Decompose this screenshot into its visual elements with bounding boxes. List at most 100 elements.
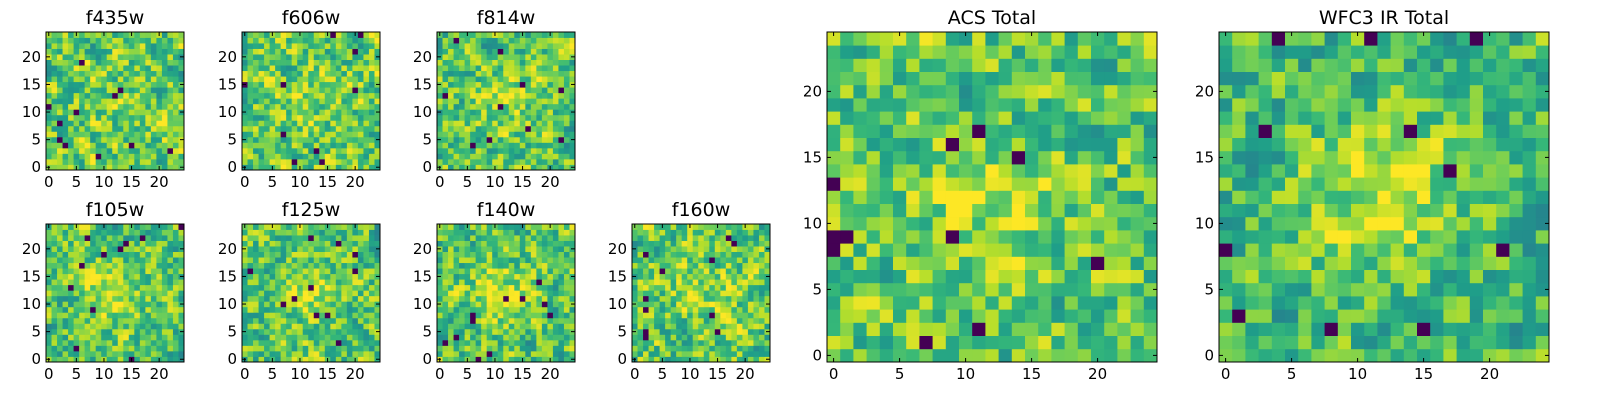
heatmap-cell: [448, 328, 454, 335]
heatmap-cell: [302, 306, 309, 313]
heatmap-cell: [352, 70, 359, 77]
heatmap-cell: [714, 317, 721, 324]
heatmap-cell: [632, 323, 638, 330]
heatmap-cell: [453, 147, 460, 154]
heatmap-cell: [172, 125, 179, 132]
heatmap-cell: [134, 339, 141, 346]
heatmap-cell: [654, 339, 660, 346]
heatmap-cell: [57, 224, 63, 230]
heatmap-cell: [357, 334, 364, 341]
heatmap-cell: [128, 235, 135, 241]
heatmap-cell: [139, 109, 146, 116]
heatmap-cell: [258, 125, 265, 132]
heatmap-cell: [368, 356, 375, 363]
heatmap-cell: [552, 257, 559, 264]
heatmap-cell: [286, 109, 293, 116]
heatmap-cell: [736, 350, 743, 357]
heatmap-cell: [161, 345, 168, 352]
heatmap-cell: [128, 229, 135, 236]
heatmap-cell: [302, 32, 309, 38]
heatmap-cell: [1130, 164, 1145, 178]
heatmap-cell: [569, 59, 576, 66]
heatmap-cell: [437, 76, 443, 83]
heatmap-cell: [508, 224, 515, 230]
heatmap-cell: [123, 147, 130, 154]
heatmap-cell: [161, 262, 168, 269]
heatmap-cell: [95, 328, 102, 335]
heatmap-cell: [714, 328, 721, 335]
heatmap-cell: [352, 142, 359, 149]
heatmap-cell: [291, 87, 298, 94]
heatmap-cell: [643, 295, 649, 302]
heatmap-cell: [117, 142, 124, 149]
heatmap-cell: [264, 235, 270, 241]
heatmap-cell: [280, 350, 287, 357]
heatmap-cell: [442, 43, 449, 49]
heatmap-cell: [665, 279, 672, 286]
heatmap-cell: [319, 323, 326, 330]
heatmap-cell: [357, 136, 364, 143]
heatmap-cell: [448, 54, 454, 60]
heatmap-cell: [508, 103, 515, 110]
heatmap-cell: [866, 230, 881, 244]
heatmap-cell: [709, 279, 716, 286]
heatmap-cell: [313, 142, 320, 149]
heatmap-cell: [481, 81, 488, 88]
heatmap-cell: [302, 257, 309, 264]
heatmap-cell: [563, 356, 570, 363]
heatmap-cell: [536, 224, 543, 230]
heatmap-cell: [497, 131, 504, 138]
heatmap-cell: [90, 70, 97, 77]
heatmap-cell: [1051, 296, 1065, 310]
heatmap-cell: [486, 279, 493, 286]
heatmap-cell: [269, 334, 276, 341]
heatmap-cell: [79, 306, 86, 313]
heatmap-cell: [84, 328, 91, 335]
heatmap-cell: [536, 48, 543, 55]
heatmap-cell: [324, 339, 331, 346]
heatmap-cell: [51, 312, 58, 319]
heatmap-cell: [558, 136, 565, 143]
heatmap-cell: [139, 164, 146, 171]
heatmap-cell: [112, 109, 119, 116]
heatmap-cell: [112, 295, 119, 302]
heatmap-cell: [280, 147, 287, 154]
heatmap-cell: [514, 290, 521, 297]
heatmap-cell: [687, 273, 694, 280]
heatmap-cell: [172, 65, 179, 72]
heatmap-cell: [1117, 190, 1131, 204]
heatmap-cell: [648, 279, 655, 286]
heatmap-cell: [106, 114, 113, 121]
heatmap-cell: [753, 345, 760, 352]
heatmap-cell: [106, 43, 113, 49]
heatmap-cell: [827, 309, 841, 323]
heatmap-cell: [84, 317, 91, 324]
heatmap-cell: [167, 153, 174, 160]
heatmap-cell: [725, 246, 732, 252]
heatmap-cell: [145, 114, 152, 121]
y-tick-label: 20: [22, 48, 41, 66]
heatmap-cell: [1091, 243, 1105, 257]
heatmap-cell: [62, 350, 69, 357]
heatmap-cell: [453, 125, 460, 132]
heatmap-cell: [374, 153, 381, 160]
heatmap-cell: [139, 295, 146, 302]
heatmap-cell: [514, 48, 521, 55]
heatmap-cell: [919, 230, 933, 244]
heatmap-cell: [508, 92, 515, 99]
heatmap-cell: [893, 322, 907, 336]
heatmap-cell: [453, 345, 460, 352]
heatmap-cell: [319, 268, 326, 275]
heatmap-cell: [264, 65, 270, 72]
heatmap-cell: [150, 246, 157, 252]
heatmap-cell: [73, 345, 80, 352]
heatmap-cell: [269, 257, 276, 264]
heatmap-cell: [172, 339, 179, 346]
heatmap-cell: [919, 348, 933, 363]
heatmap-cell: [453, 339, 460, 346]
heatmap-cell: [319, 279, 326, 286]
heatmap-cell: [319, 147, 326, 154]
heatmap-cell: [893, 243, 907, 257]
heatmap-cell: [123, 109, 130, 116]
heatmap-cell: [470, 114, 477, 121]
